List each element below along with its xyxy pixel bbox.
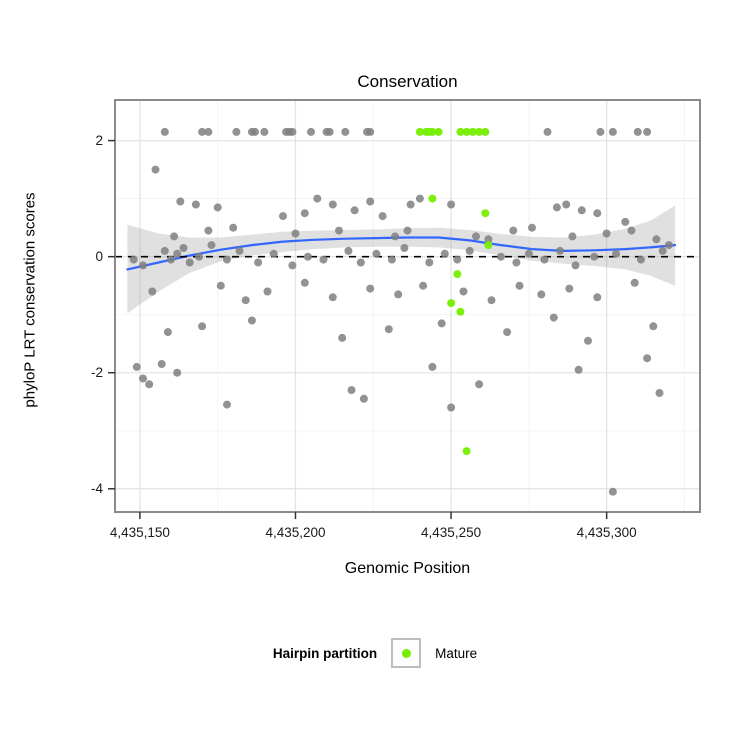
y-axis-label: phyloP LRT conservation scores: [21, 192, 39, 408]
y-tick-label: -2: [90, 364, 103, 380]
legend: Hairpin partition Mature: [0, 638, 750, 668]
y-tick-label: -4: [90, 480, 103, 496]
x-axis-label: Genomic Position: [344, 560, 471, 577]
legend-mature-dot: [401, 648, 411, 658]
y-tick-label: 0: [95, 248, 103, 264]
legend-title: Hairpin partition: [272, 645, 378, 661]
x-tick-label: 4,435,250: [421, 525, 482, 540]
x-tick-label: 4,435,200: [265, 525, 326, 540]
chart-title: Conservation: [357, 72, 458, 91]
x-tick-label: 4,435,300: [576, 525, 637, 540]
y-tick-label: 2: [95, 132, 103, 148]
legend-item-label: Mature: [435, 645, 478, 661]
legend-key: [391, 638, 422, 668]
x-tick-label: 4,435,150: [109, 525, 170, 540]
